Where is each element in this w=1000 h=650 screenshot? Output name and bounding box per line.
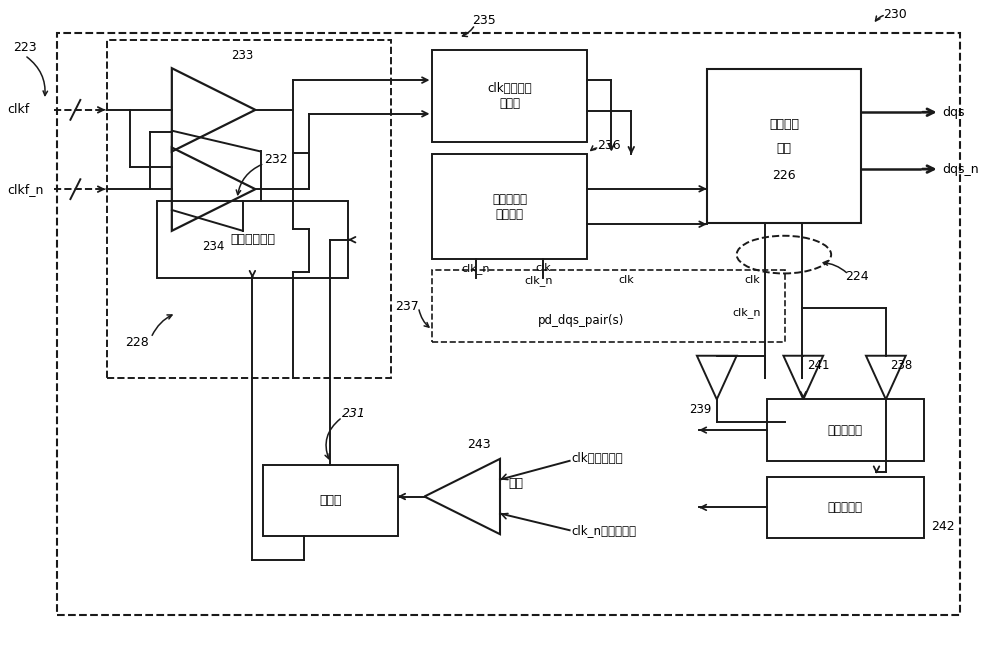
Text: 路由及缓冲
电路系统: 路由及缓冲 电路系统 <box>492 192 527 220</box>
Text: 232: 232 <box>264 153 288 166</box>
Text: clk的直流电平: clk的直流电平 <box>572 452 623 465</box>
Text: 224: 224 <box>846 270 869 283</box>
Text: 243: 243 <box>467 439 491 452</box>
Text: 238: 238 <box>890 359 912 372</box>
Text: clk_n的直流电平: clk_n的直流电平 <box>572 524 637 537</box>
Bar <box>432 270 785 342</box>
Text: 集成电路: 集成电路 <box>769 118 799 131</box>
Text: dqs: dqs <box>943 106 965 119</box>
Text: 低通滤波器: 低通滤波器 <box>828 424 863 437</box>
Text: 231: 231 <box>342 407 366 420</box>
Text: clk: clk <box>619 276 634 285</box>
Bar <box>157 201 348 278</box>
Text: clk差分多路
复用器: clk差分多路 复用器 <box>487 82 532 110</box>
Bar <box>263 465 398 536</box>
Bar <box>707 69 861 223</box>
Text: 235: 235 <box>472 14 496 27</box>
Text: 234: 234 <box>202 240 224 254</box>
Text: clk: clk <box>745 276 760 285</box>
Text: 233: 233 <box>232 49 254 62</box>
Bar <box>767 399 924 461</box>
Text: 241: 241 <box>807 359 830 372</box>
Text: 242: 242 <box>932 520 955 533</box>
Text: 236: 236 <box>597 139 621 152</box>
Text: 230: 230 <box>883 8 907 21</box>
Text: 228: 228 <box>125 336 149 349</box>
Bar <box>432 155 587 259</box>
Text: 结果: 结果 <box>508 477 523 490</box>
Text: 223: 223 <box>13 41 36 54</box>
Text: clk_n: clk_n <box>732 307 760 318</box>
Text: clk_n: clk_n <box>461 263 490 274</box>
Text: clkf: clkf <box>8 103 30 116</box>
Text: 239: 239 <box>689 403 711 416</box>
Text: 226: 226 <box>772 169 796 182</box>
Text: clk: clk <box>535 263 551 274</box>
Text: 系统: 系统 <box>776 142 791 155</box>
Text: clkf_n: clkf_n <box>8 183 44 196</box>
Bar <box>767 476 924 538</box>
Text: 偏压电路系统: 偏压电路系统 <box>230 233 275 246</box>
Text: 237: 237 <box>395 300 418 313</box>
Bar <box>107 40 391 378</box>
Text: pd_dqs_pair(s): pd_dqs_pair(s) <box>537 314 624 327</box>
Bar <box>432 50 587 142</box>
Text: clk_n: clk_n <box>524 275 553 286</box>
Text: dqs_n: dqs_n <box>943 162 979 176</box>
Text: 低通滤波器: 低通滤波器 <box>828 501 863 514</box>
Text: 状态机: 状态机 <box>319 494 342 507</box>
